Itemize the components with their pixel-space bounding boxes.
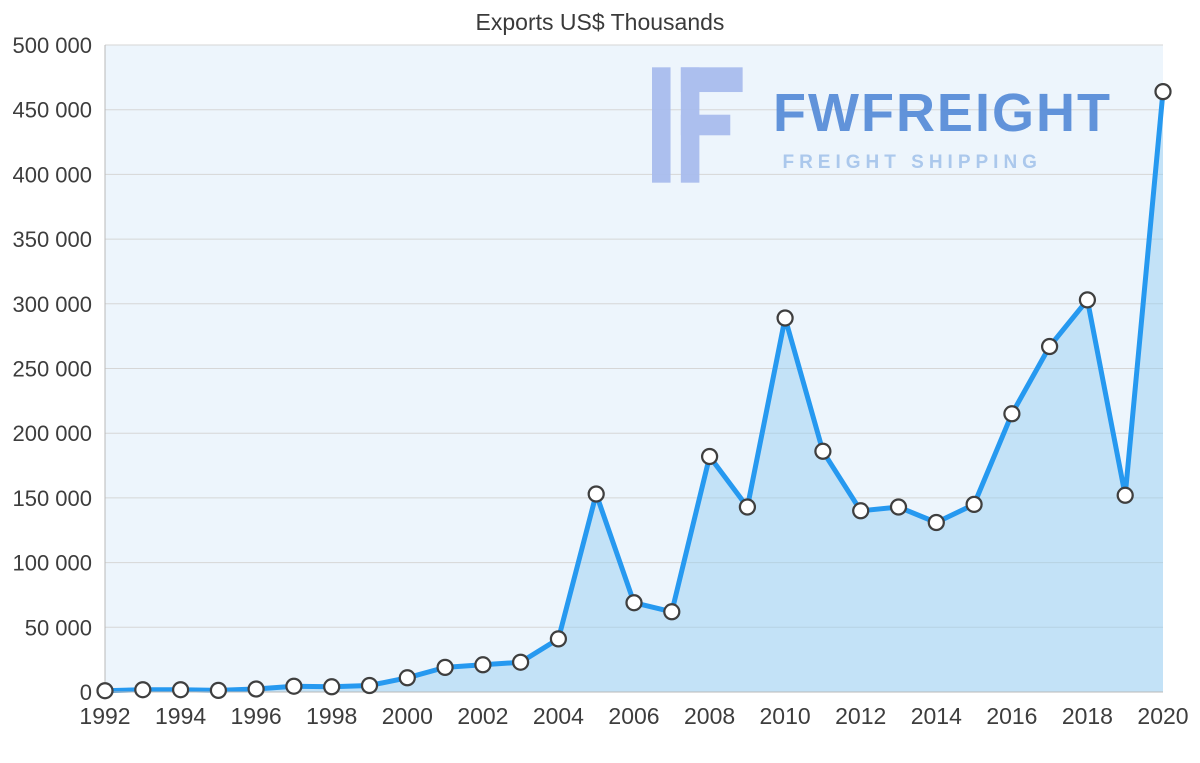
x-axis-tick-label: 2006 xyxy=(608,703,659,729)
x-axis-tick-label: 2008 xyxy=(684,703,735,729)
data-point-2006[interactable] xyxy=(625,594,643,612)
data-point-2012[interactable] xyxy=(852,502,870,520)
data-point-1993[interactable] xyxy=(134,681,152,699)
y-axis-tick-label: 250 000 xyxy=(12,357,92,382)
data-point-2005[interactable] xyxy=(587,485,605,503)
data-point-2003[interactable] xyxy=(511,653,530,671)
data-point-1994[interactable] xyxy=(171,681,190,699)
area-fill xyxy=(105,91,1163,693)
y-axis-tick-label: 200 000 xyxy=(12,421,92,446)
y-axis-tick-label: 150 000 xyxy=(12,486,92,511)
data-point-2008[interactable] xyxy=(700,447,719,466)
x-axis-tick-label: 2012 xyxy=(835,703,886,729)
y-axis-tick-label: 300 000 xyxy=(12,292,92,317)
data-point-2001[interactable] xyxy=(436,658,454,677)
data-point-2015[interactable] xyxy=(965,495,983,514)
data-point-2009[interactable] xyxy=(738,498,757,516)
x-axis-tick-label: 2018 xyxy=(1062,703,1113,729)
data-point-1995[interactable] xyxy=(209,681,228,700)
data-point-1996[interactable] xyxy=(247,680,265,698)
x-axis-tick-label: 2000 xyxy=(382,703,433,729)
data-point-2000[interactable] xyxy=(398,669,416,687)
x-axis-tick-label: 2020 xyxy=(1137,703,1188,729)
y-axis-tick-label: 100 000 xyxy=(12,551,92,576)
data-point-2011[interactable] xyxy=(814,442,832,460)
chart-title: Exports US$ Thousands xyxy=(475,9,725,35)
data-point-1992[interactable] xyxy=(96,682,114,700)
y-axis-tick-label: 400 000 xyxy=(12,162,92,187)
data-point-2010[interactable] xyxy=(776,309,794,327)
y-axis-tick-label: 50 000 xyxy=(25,615,92,640)
x-axis-tick-label: 2002 xyxy=(457,703,508,729)
x-axis-tick-label: 1996 xyxy=(231,703,282,729)
y-axis-tick-label: 0 xyxy=(80,680,92,705)
x-axis-tick-label: 2016 xyxy=(986,703,1037,729)
data-point-2007[interactable] xyxy=(663,603,681,621)
x-axis-tick-label: 1998 xyxy=(306,703,357,729)
data-point-2020[interactable] xyxy=(1154,82,1172,101)
y-axis-tick-label: 350 000 xyxy=(12,227,92,252)
data-point-2017[interactable] xyxy=(1040,337,1059,356)
x-axis-tick-label: 2010 xyxy=(760,703,811,729)
data-point-2013[interactable] xyxy=(889,498,908,516)
data-point-2002[interactable] xyxy=(474,656,492,674)
data-point-1999[interactable] xyxy=(360,676,379,695)
data-point-2004[interactable] xyxy=(549,630,568,648)
data-point-1997[interactable] xyxy=(285,677,303,695)
x-axis-tick-label: 2014 xyxy=(911,703,962,729)
x-axis-tick-label: 1994 xyxy=(155,703,206,729)
y-axis-tick-label: 450 000 xyxy=(12,98,92,123)
data-point-2019[interactable] xyxy=(1116,486,1134,504)
data-point-2014[interactable] xyxy=(927,513,945,532)
y-axis-tick-label: 500 000 xyxy=(12,33,92,58)
data-point-2018[interactable] xyxy=(1078,291,1097,309)
data-point-2016[interactable] xyxy=(1003,405,1021,423)
x-axis-tick-label: 2004 xyxy=(533,703,584,729)
data-point-1998[interactable] xyxy=(323,678,341,696)
x-axis-tick-label: 1992 xyxy=(79,703,130,729)
